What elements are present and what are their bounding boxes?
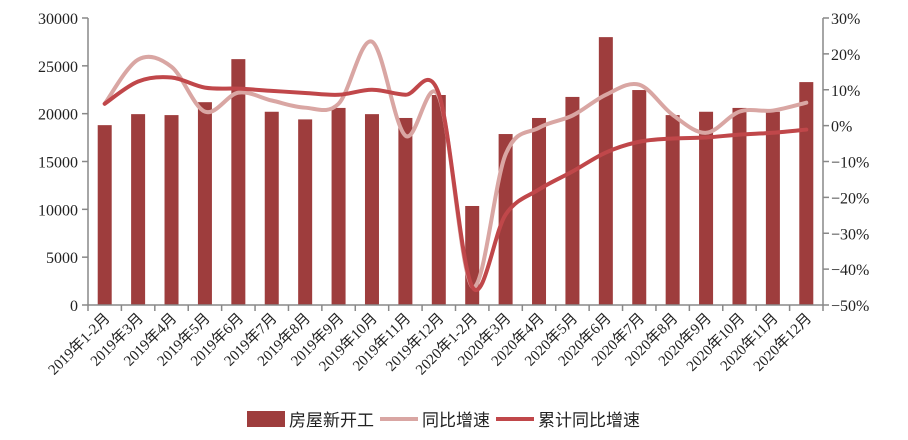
right-tick-label: −10% bbox=[831, 155, 869, 172]
bar bbox=[197, 102, 212, 305]
bar bbox=[532, 117, 547, 305]
bar bbox=[699, 111, 714, 306]
bar bbox=[398, 117, 413, 305]
bar bbox=[298, 119, 313, 305]
bar bbox=[565, 96, 580, 305]
right-tick-label: 10% bbox=[831, 83, 860, 100]
left-tick-label: 25000 bbox=[38, 59, 78, 76]
bar bbox=[498, 134, 513, 305]
left-tick-label: 30000 bbox=[38, 11, 78, 28]
right-tick-label: −40% bbox=[831, 262, 869, 279]
right-tick-label: −30% bbox=[831, 226, 869, 243]
bar bbox=[765, 111, 780, 306]
bar bbox=[131, 114, 146, 306]
bar bbox=[364, 114, 379, 306]
bar bbox=[264, 111, 279, 306]
right-tick-label: −20% bbox=[831, 190, 869, 207]
cumulative-yoy-growth-line bbox=[102, 75, 809, 292]
right-tick-label: 0% bbox=[831, 119, 852, 136]
legend-label: 房屋新开工 bbox=[289, 411, 374, 430]
right-tick-label: 30% bbox=[831, 11, 860, 28]
legend-swatch-bar bbox=[247, 411, 285, 427]
legend-label: 同比增速 bbox=[422, 411, 490, 430]
bar bbox=[665, 115, 680, 305]
right-tick-label: 20% bbox=[831, 47, 860, 64]
left-tick-label: 0 bbox=[70, 298, 78, 315]
bar bbox=[598, 37, 613, 306]
bar bbox=[431, 95, 446, 306]
left-tick-label: 5000 bbox=[46, 250, 78, 267]
bar bbox=[331, 107, 346, 305]
bar bbox=[164, 115, 179, 305]
bar bbox=[799, 82, 814, 305]
bar bbox=[97, 125, 112, 305]
bar bbox=[632, 90, 647, 305]
left-tick-label: 15000 bbox=[38, 155, 78, 172]
bar bbox=[732, 107, 747, 305]
right-tick-label: −50% bbox=[831, 298, 869, 315]
legend-label: 累计同比增速 bbox=[538, 411, 640, 430]
left-tick-label: 20000 bbox=[38, 107, 78, 124]
bar bbox=[231, 59, 246, 306]
left-tick-label: 10000 bbox=[38, 202, 78, 219]
